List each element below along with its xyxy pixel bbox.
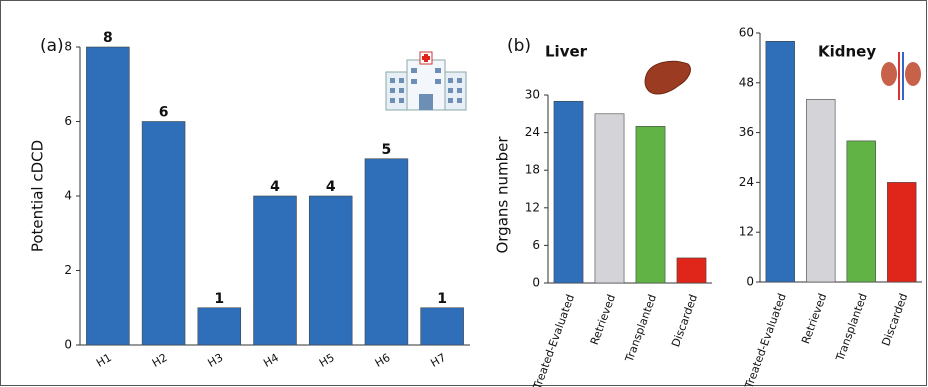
value-label: 1 [214, 291, 224, 307]
value-label: 1 [437, 291, 447, 307]
bar [887, 182, 916, 282]
y-tick-label: 12 [739, 225, 754, 239]
bar [554, 101, 583, 283]
bar [421, 308, 464, 345]
bar [365, 159, 408, 345]
figure: 024688H16H21H34H44H55H61H7(a)Potential c… [0, 0, 928, 387]
bar [254, 196, 297, 345]
y-tick-label: 36 [739, 125, 754, 139]
bar [309, 196, 352, 345]
chart-title: Kidney [818, 43, 876, 61]
y-tick-label: 24 [525, 125, 540, 139]
y-tick-label: 60 [739, 26, 754, 40]
bar [847, 141, 876, 282]
bar [198, 308, 241, 345]
y-tick-label: 18 [525, 163, 540, 177]
y-tick-label: 2 [64, 263, 72, 277]
value-label: 4 [270, 179, 280, 195]
y-axis-label: Potential cDCD [29, 140, 47, 252]
y-tick-label: 4 [64, 189, 72, 203]
y-tick-label: 0 [64, 338, 72, 352]
y-tick-label: 0 [746, 275, 754, 289]
bar [677, 258, 706, 283]
y-tick-label: 12 [525, 200, 540, 214]
bar [86, 47, 129, 345]
value-label: 4 [326, 179, 336, 195]
value-label: 5 [382, 142, 392, 158]
y-tick-label: 30 [525, 88, 540, 102]
bar [142, 122, 185, 346]
value-label: 6 [159, 105, 169, 121]
bar [595, 114, 624, 283]
y-tick-label: 24 [739, 175, 754, 189]
value-label: 8 [103, 30, 113, 46]
bar [636, 126, 665, 283]
bar [806, 99, 835, 282]
bar [766, 41, 795, 282]
y-tick-label: 6 [64, 114, 72, 128]
y-axis-label: Organs number [494, 136, 512, 254]
y-tick-label: 0 [532, 276, 540, 290]
y-tick-label: 6 [532, 238, 540, 252]
y-tick-label: 8 [64, 40, 72, 54]
chart-title: Liver [545, 43, 588, 61]
panel-label: (a) [40, 36, 64, 56]
y-tick-label: 48 [739, 75, 754, 89]
panel-label: (b) [507, 36, 531, 56]
